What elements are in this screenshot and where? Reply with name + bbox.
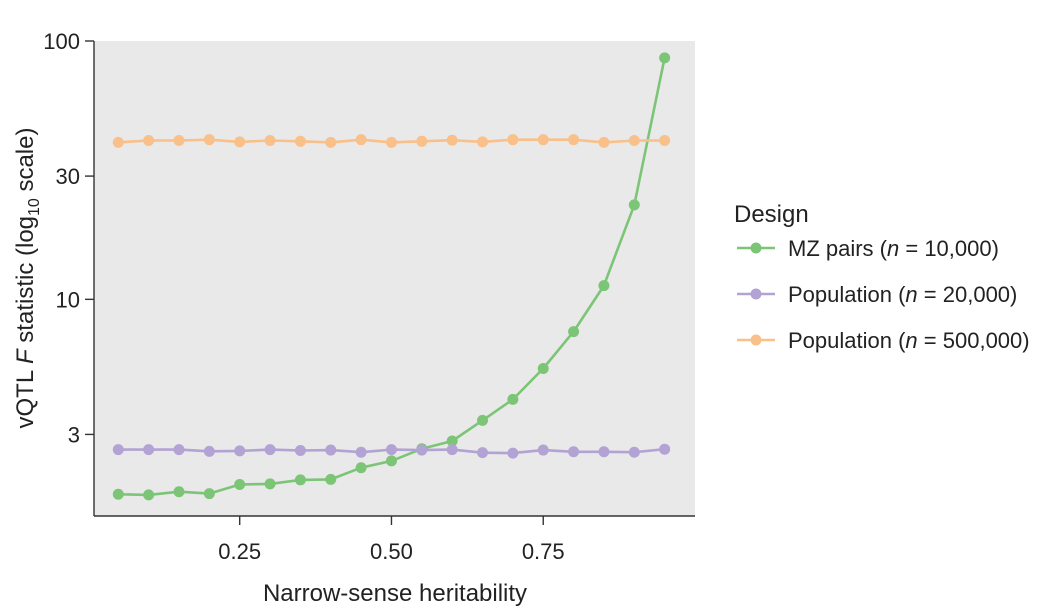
legend: Design MZ pairs (n = 10,000)Population (…: [734, 201, 1030, 353]
legend-swatch-marker: [750, 334, 762, 346]
data-point: [416, 135, 428, 147]
legend-swatch-marker: [750, 288, 762, 300]
x-tick-label: 0.75: [522, 539, 565, 564]
data-point: [234, 478, 246, 490]
legend-label-suffix: = 500,000): [918, 328, 1030, 353]
legend-label: MZ pairs (n = 10,000): [788, 236, 999, 261]
data-point: [659, 134, 671, 146]
legend-swatch-marker: [750, 242, 762, 254]
y-axis-label-rest: statistic (log: [12, 216, 39, 349]
y-axis-label-main: vQTL: [12, 364, 39, 428]
data-point: [325, 444, 337, 456]
legend-label: Population (n = 500,000): [788, 328, 1030, 353]
legend-item: Population (n = 20,000): [737, 282, 1017, 307]
data-point: [294, 135, 306, 147]
y-tick-label: 10: [56, 287, 80, 312]
data-point: [112, 444, 124, 456]
y-tick-label: 3: [68, 422, 80, 447]
x-tick-label: 0.25: [218, 539, 261, 564]
data-point: [355, 446, 367, 458]
data-point: [203, 134, 215, 146]
legend-item: MZ pairs (n = 10,000): [737, 236, 999, 261]
data-point: [385, 455, 397, 467]
y-axis-label-subscript: 10: [26, 198, 43, 216]
legend-label-italic: n: [887, 236, 899, 261]
data-point: [143, 489, 155, 501]
legend-title: Design: [734, 201, 809, 228]
data-point: [294, 474, 306, 486]
legend-item: Population (n = 500,000): [737, 328, 1030, 353]
data-point: [477, 136, 489, 148]
data-point: [537, 444, 549, 456]
data-point: [628, 134, 640, 146]
series-3: [112, 134, 671, 148]
legend-label-suffix: = 20,000): [918, 282, 1018, 307]
data-point: [598, 136, 610, 148]
data-point: [568, 134, 580, 146]
data-point: [234, 445, 246, 457]
data-point: [659, 52, 671, 64]
legend-label: Population (n = 20,000): [788, 282, 1017, 307]
legend-label-italic: n: [905, 328, 917, 353]
data-point: [355, 462, 367, 474]
data-point: [477, 414, 489, 426]
data-point: [385, 136, 397, 148]
y-tick-label: 30: [56, 164, 80, 189]
data-point: [659, 443, 671, 455]
data-point: [628, 446, 640, 458]
data-point: [264, 444, 276, 456]
data-point: [325, 473, 337, 485]
data-point: [264, 478, 276, 490]
data-point: [446, 444, 458, 456]
data-point: [203, 445, 215, 457]
data-point: [568, 446, 580, 458]
data-point: [173, 444, 185, 456]
x-axis-label: Narrow-sense heritability: [263, 580, 527, 607]
data-point: [234, 136, 246, 148]
data-point: [143, 134, 155, 146]
data-point: [446, 435, 458, 447]
legend-label-italic: n: [905, 282, 917, 307]
data-point: [173, 134, 185, 146]
data-point: [355, 134, 367, 146]
y-tick-label: 100: [43, 29, 80, 54]
series-2: [112, 443, 671, 459]
data-point: [477, 447, 489, 459]
data-point: [416, 444, 428, 456]
data-point: [537, 134, 549, 146]
data-point: [507, 134, 519, 146]
data-point: [628, 199, 640, 211]
data-point: [294, 444, 306, 456]
series-1: [112, 52, 671, 501]
data-point: [598, 446, 610, 458]
data-point: [112, 488, 124, 500]
plot-background: [94, 41, 695, 516]
data-point: [507, 393, 519, 405]
legend-label-prefix: Population (: [788, 282, 906, 307]
data-point: [598, 280, 610, 292]
data-point: [385, 444, 397, 456]
data-point: [568, 326, 580, 338]
data-point: [325, 136, 337, 148]
data-point: [173, 486, 185, 498]
y-axis-label: vQTL F statistic (log10 scale): [12, 128, 43, 429]
legend-label-prefix: Population (: [788, 328, 906, 353]
data-point: [112, 136, 124, 148]
data-point: [446, 134, 458, 146]
legend-label-suffix: = 10,000): [899, 236, 999, 261]
x-tick-label: 0.50: [370, 539, 413, 564]
legend-label-prefix: MZ pairs (: [788, 236, 888, 261]
y-axis-label-italic: F: [12, 348, 39, 364]
data-point: [264, 134, 276, 146]
data-point: [537, 362, 549, 374]
data-point: [203, 488, 215, 500]
data-point: [143, 444, 155, 456]
y-axis-label-end: scale): [12, 128, 39, 199]
data-point: [507, 447, 519, 459]
